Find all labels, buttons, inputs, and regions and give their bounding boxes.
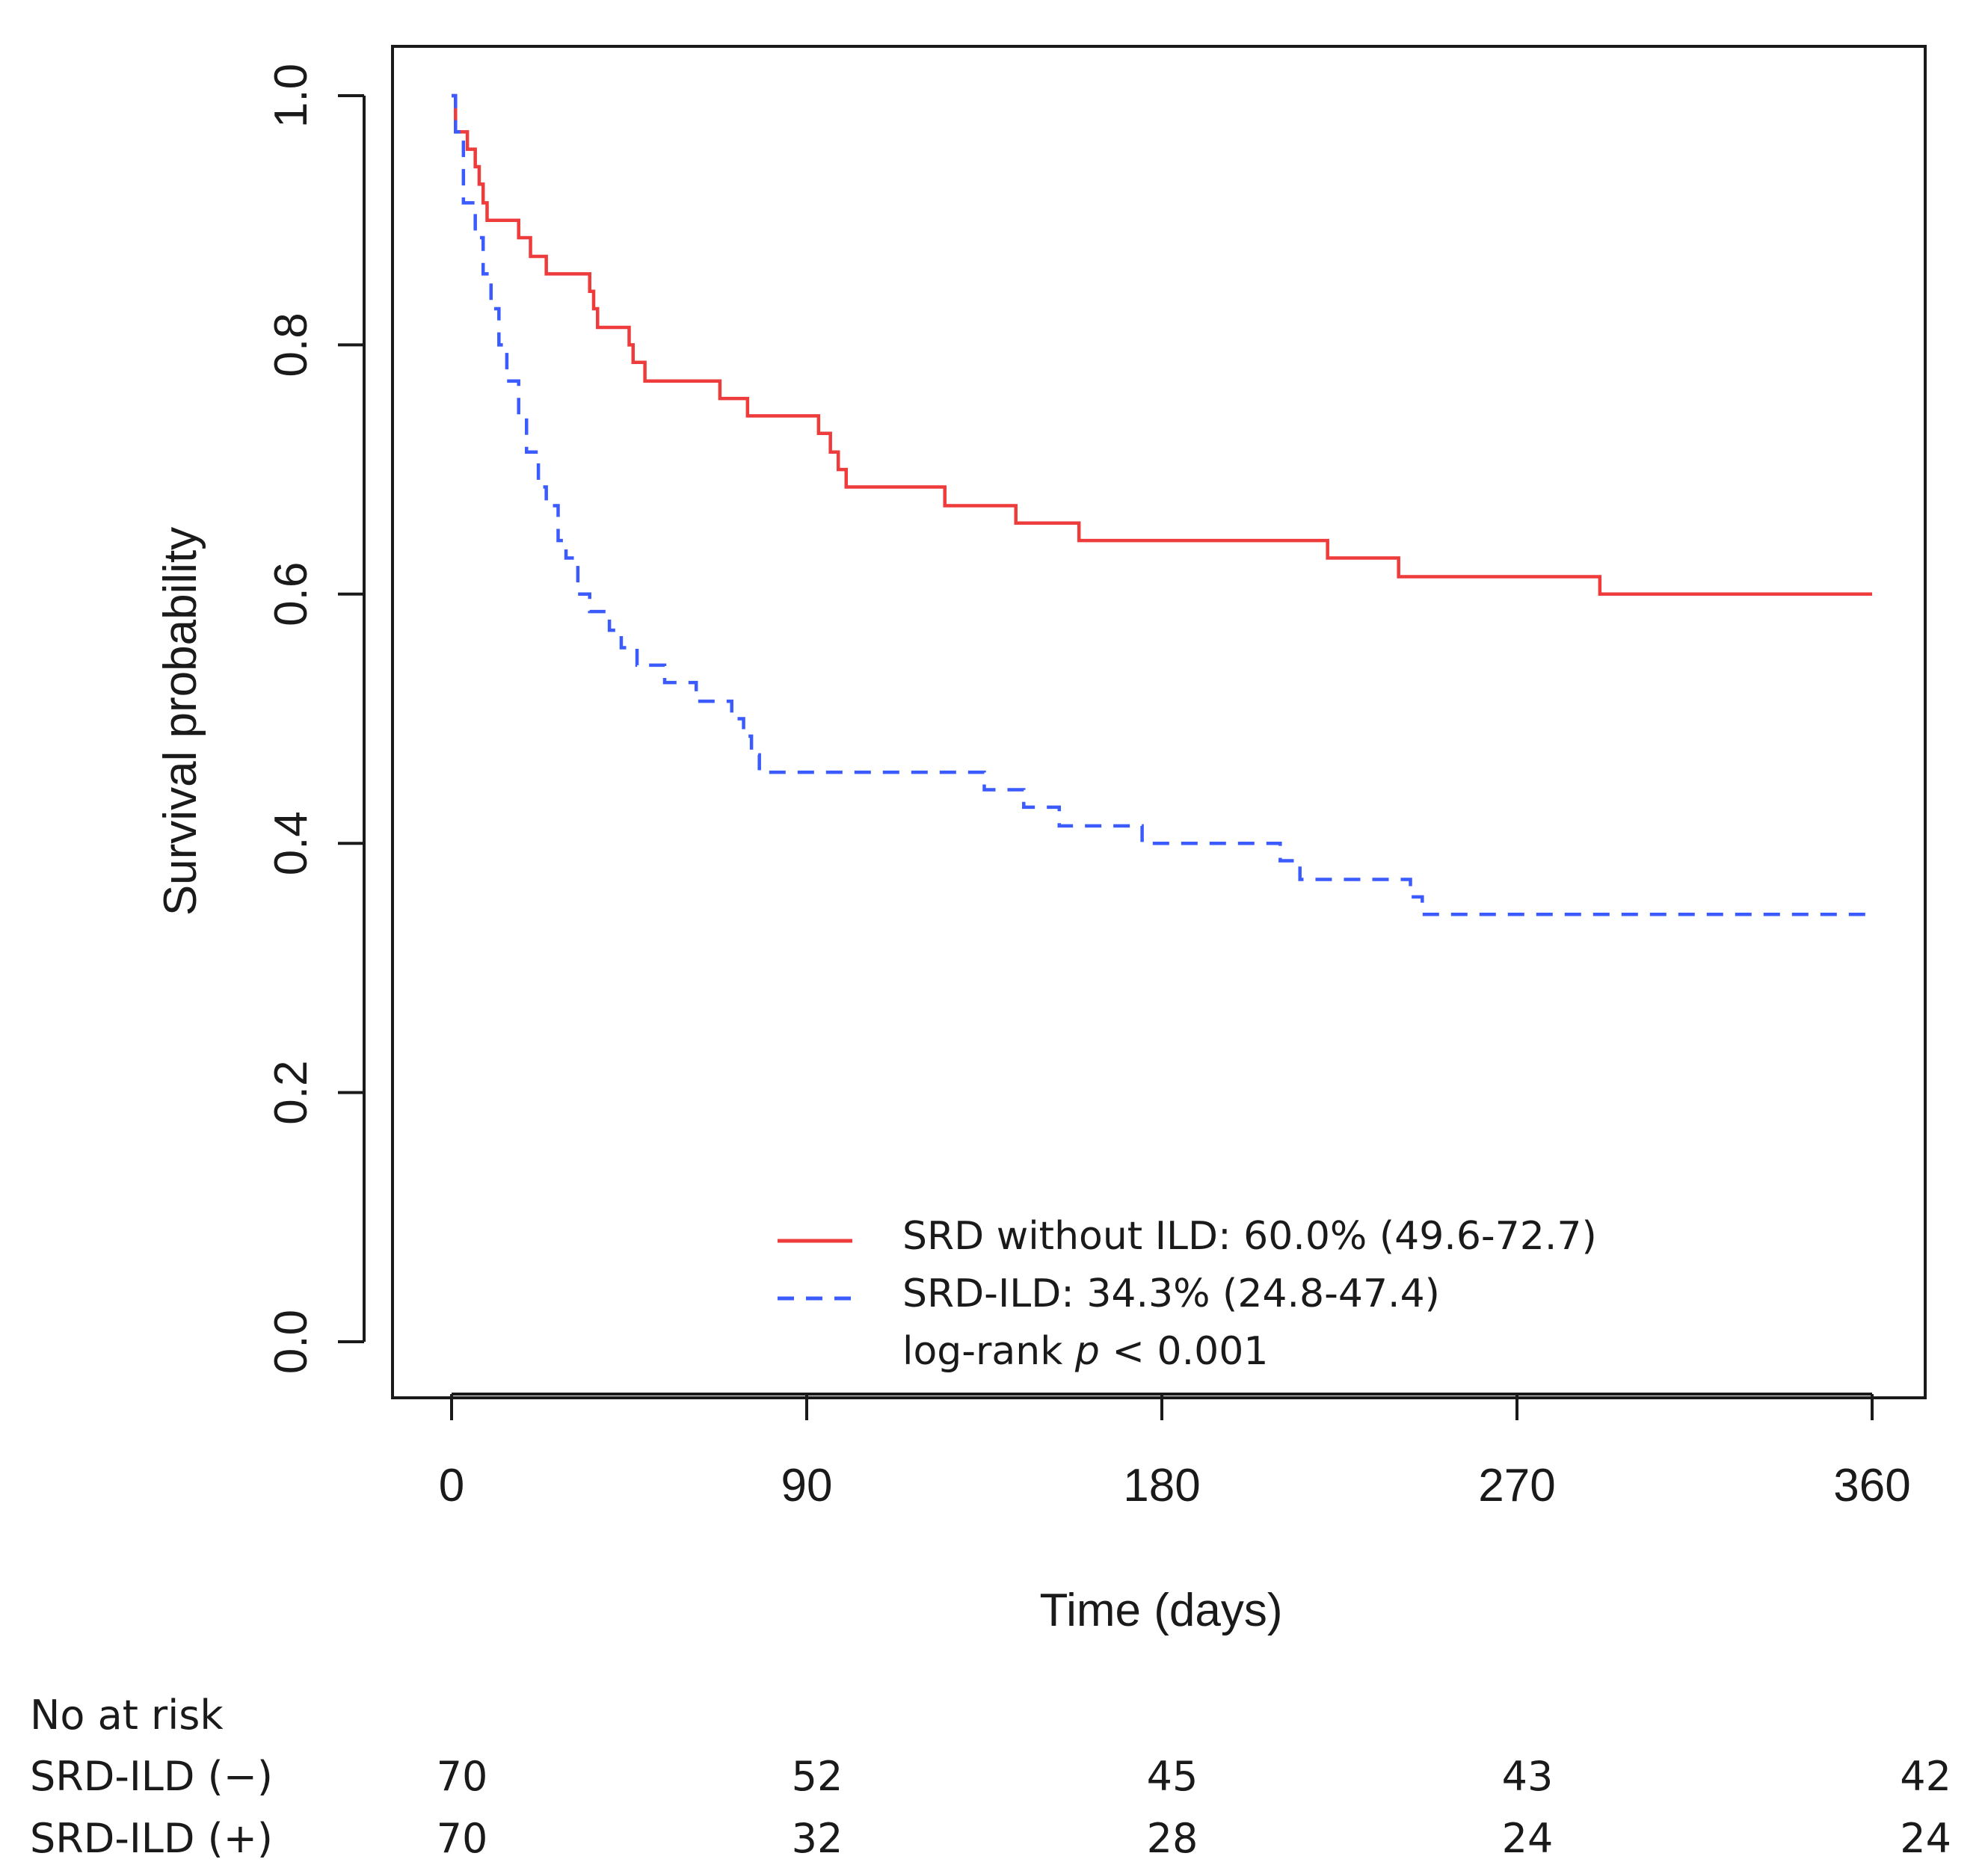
y-tick-label: 0.0 [265,1310,317,1374]
risk-cell: 52 [792,1753,843,1800]
x-tick-label: 360 [1833,1460,1910,1511]
risk-cell: 70 [437,1815,488,1862]
y-axis-title: Survival probability [155,527,206,916]
risk-cell: 45 [1147,1753,1198,1800]
y-tick-label: 0.4 [265,811,317,875]
x-axis-title: Time (days) [1040,1585,1283,1636]
risk-table: No at risk SRD-ILD (−) 70 52 45 43 42 SRD-ILD … [30,1692,1951,1862]
legend: SRD without ILD: 60.0% (49.6-72.7) SRD-I… [778,1214,1597,1374]
risk-cell: 70 [437,1753,488,1800]
series-layer [452,93,1872,916]
x-axis: 0 90 180 270 360 [439,1393,1911,1511]
risk-cell: 42 [1900,1753,1951,1800]
x-tick-label: 180 [1123,1460,1200,1511]
y-tick-label: 0.6 [265,562,317,626]
legend-label-srd-ild: SRD-ILD: 34.3% (24.8-47.4) [902,1271,1440,1316]
series-line-srd-without-ild [452,93,1872,596]
risk-table-title: No at risk [30,1692,224,1739]
risk-cell: 28 [1147,1815,1198,1862]
risk-cell: 24 [1900,1815,1951,1862]
y-tick-label: 1.0 [265,64,317,128]
logrank-annotation: log-rank p < 0.001 [902,1329,1268,1374]
y-tick-label: 0.2 [265,1060,317,1124]
y-tick-label: 0.8 [265,312,317,377]
risk-row-label: SRD-ILD (+) [30,1815,273,1862]
risk-cell: 43 [1502,1753,1554,1800]
risk-cell: 24 [1502,1815,1554,1862]
risk-row-label: SRD-ILD (−) [30,1753,273,1800]
plot-frame [391,45,1927,1399]
x-tick-label: 90 [781,1460,833,1511]
y-axis: 0.0 0.2 0.4 0.6 0.8 1.0 [265,64,366,1374]
legend-label-srd-without-ild: SRD without ILD: 60.0% (49.6-72.7) [902,1214,1597,1259]
x-tick-label: 270 [1478,1460,1555,1511]
series-line-srd-ild [452,93,1872,916]
x-tick-label: 0 [439,1460,464,1511]
risk-cell: 32 [792,1815,843,1862]
